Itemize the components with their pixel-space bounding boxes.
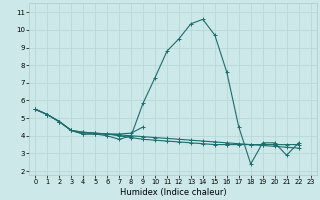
X-axis label: Humidex (Indice chaleur): Humidex (Indice chaleur) bbox=[120, 188, 226, 197]
